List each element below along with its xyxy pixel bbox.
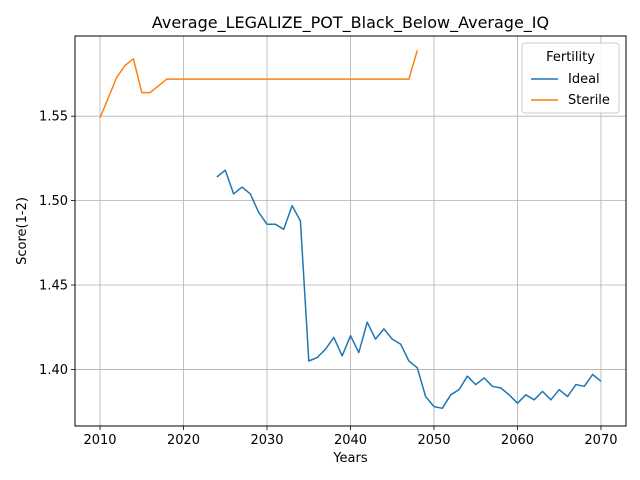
series-line-ideal xyxy=(216,169,602,410)
y-axis: 1.40 1.45 1.50 1.55 xyxy=(39,110,75,378)
x-tick-label: 2040 xyxy=(334,433,367,448)
legend: Fertility Ideal Sterile xyxy=(521,42,620,114)
x-tick-label: 2050 xyxy=(417,433,450,448)
legend-items: Ideal Sterile xyxy=(531,72,610,108)
x-tick-label: 2070 xyxy=(584,433,617,448)
y-tick-label: 1.50 xyxy=(39,194,68,209)
series-line-sterile xyxy=(99,50,419,119)
x-axis-title: Years xyxy=(332,451,368,466)
legend-title: Fertility xyxy=(546,50,595,65)
series-lines xyxy=(99,50,602,410)
x-tick-label: 2060 xyxy=(501,433,534,448)
legend-label: Sterile xyxy=(568,93,610,108)
x-tick-label: 2010 xyxy=(83,433,116,448)
legend-label: Ideal xyxy=(568,72,600,87)
chart-title: Average_LEGALIZE_POT_Black_Below_Average… xyxy=(152,13,549,33)
x-axis: 2010 2020 2030 2040 2050 2060 2070 xyxy=(83,426,618,448)
y-tick-label: 1.55 xyxy=(39,110,68,125)
legend-box xyxy=(521,42,620,114)
x-tick-label: 2030 xyxy=(250,433,283,448)
y-tick-label: 1.40 xyxy=(39,363,68,378)
x-tick-label: 2020 xyxy=(167,433,200,448)
y-axis-title: Score(1-2) xyxy=(15,197,30,265)
y-tick-label: 1.45 xyxy=(39,279,68,294)
